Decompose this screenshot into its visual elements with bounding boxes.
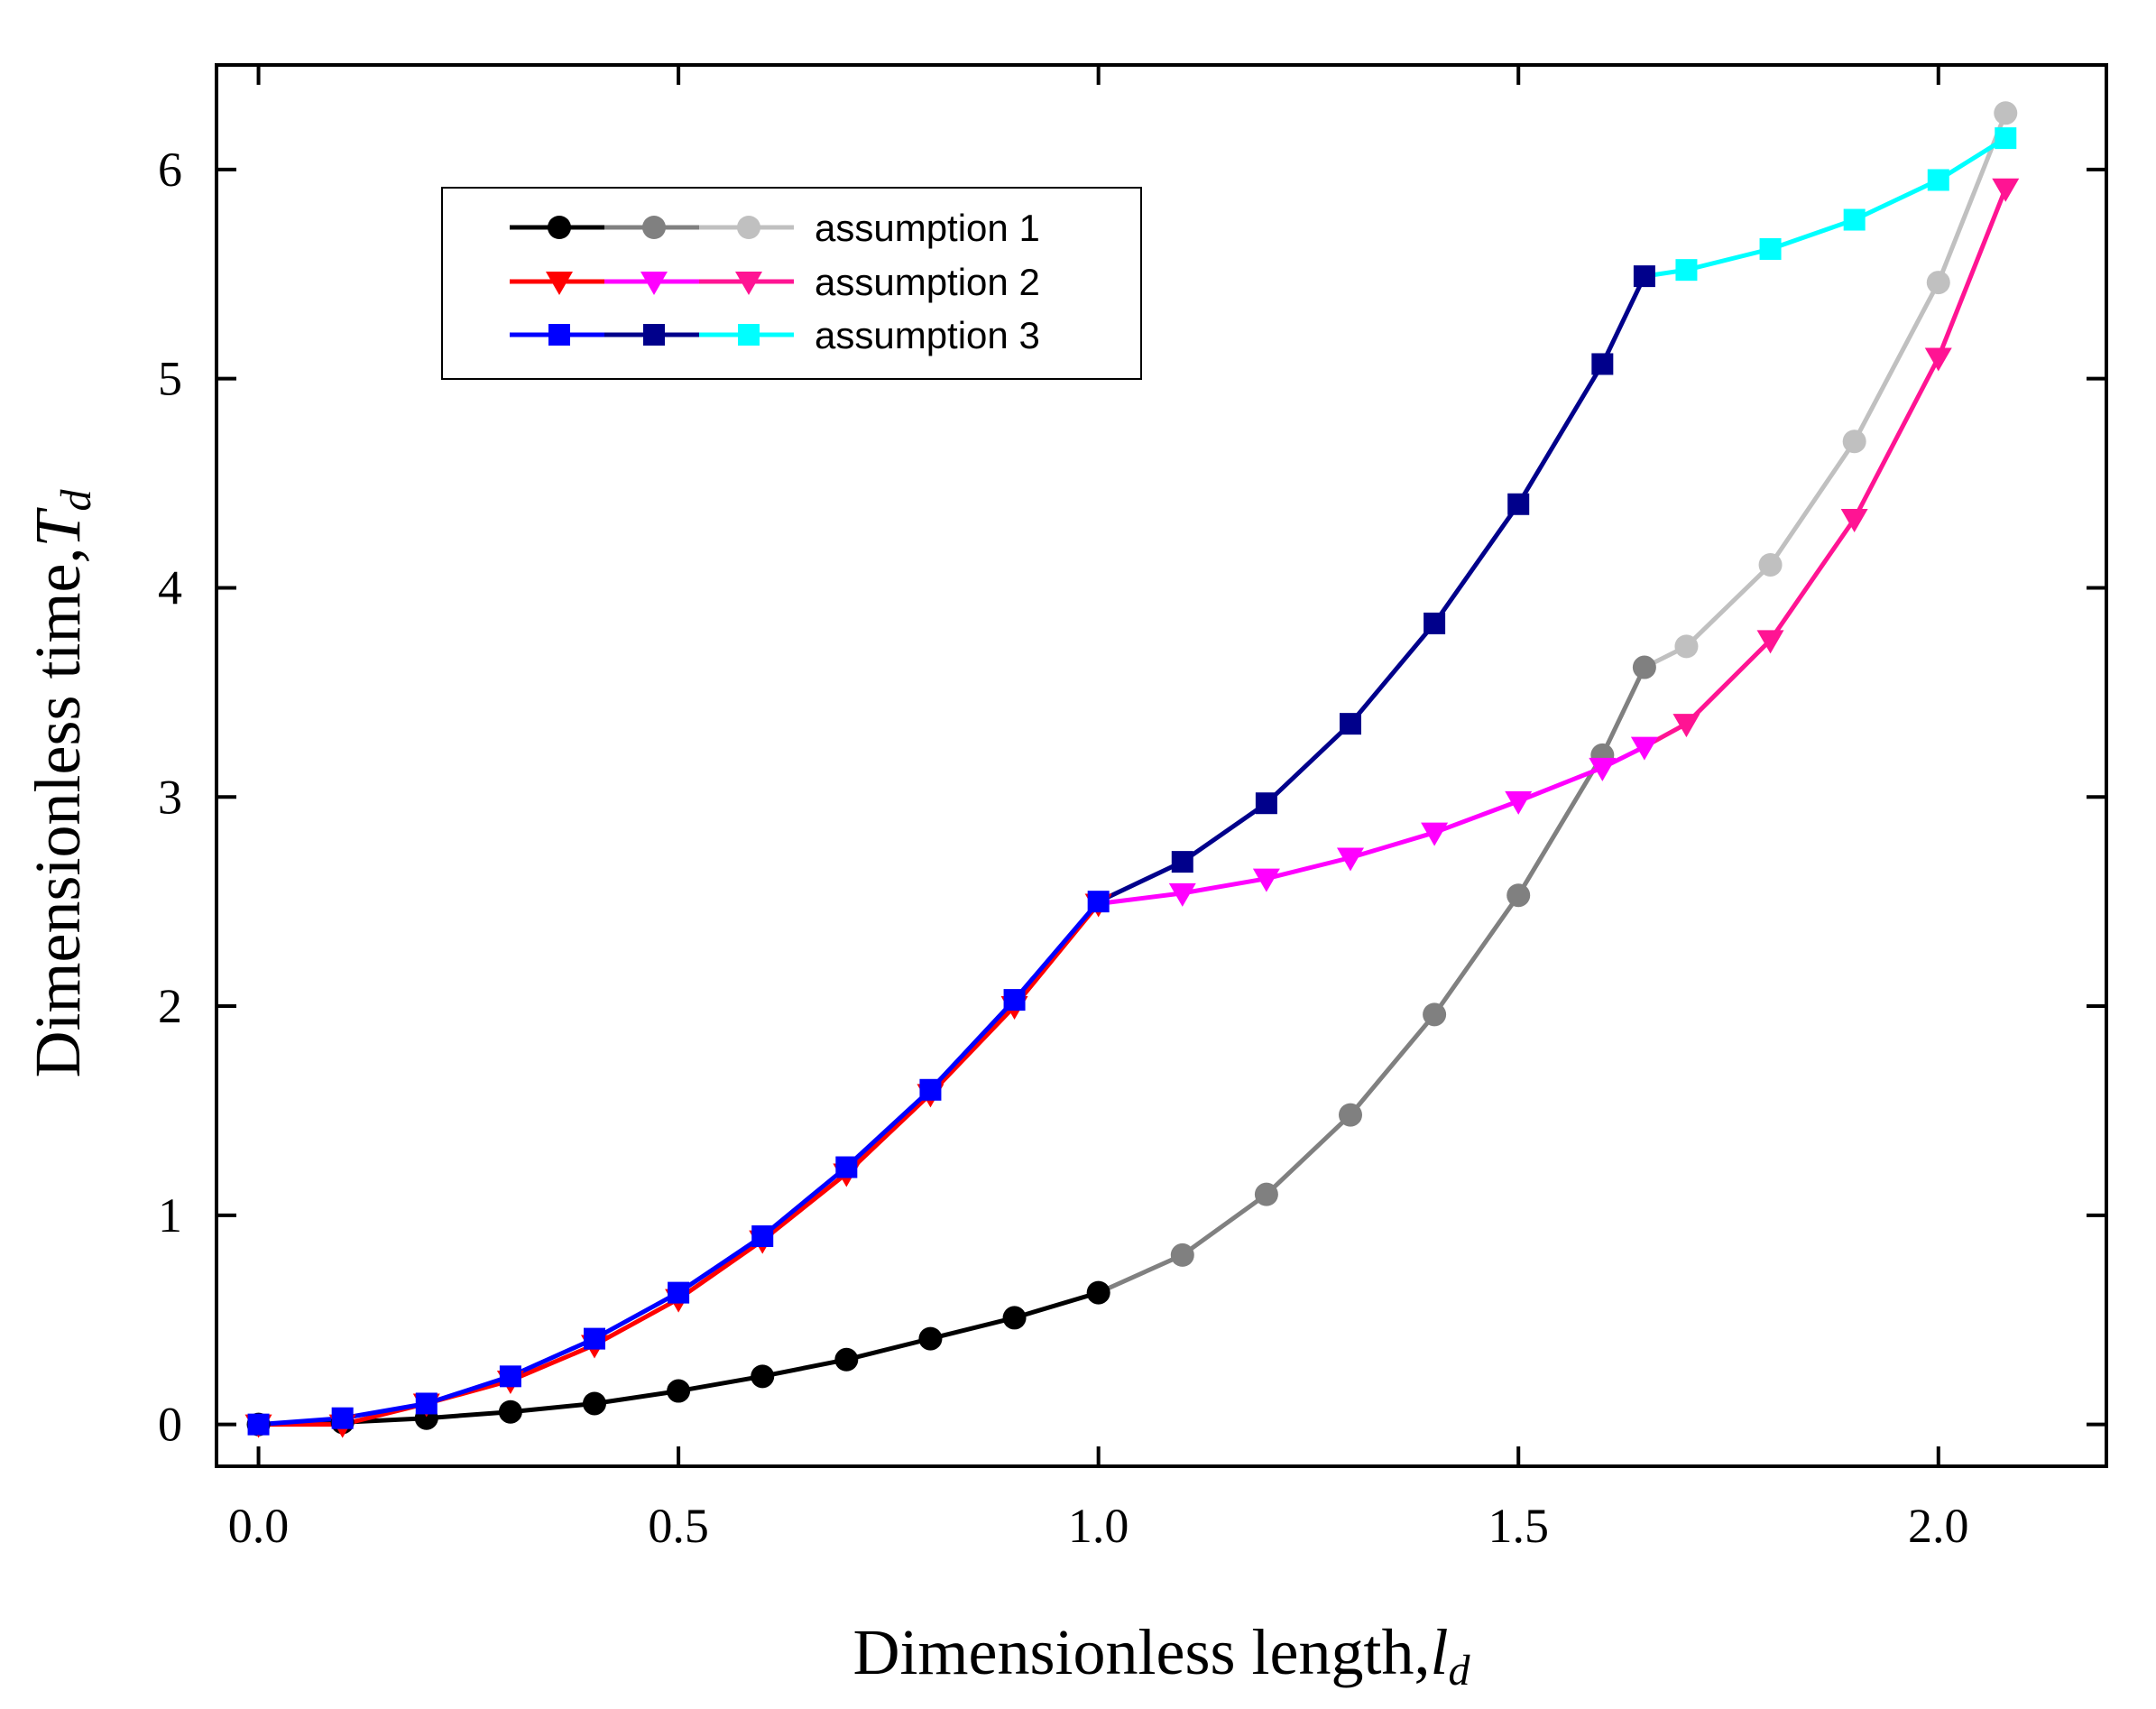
data-point (1002, 1306, 1027, 1330)
data-point (1674, 634, 1699, 659)
legend-marker (546, 272, 573, 295)
legend-marker (737, 216, 760, 239)
y-tick-label: 6 (158, 143, 182, 197)
data-point (1672, 714, 1700, 738)
data-point (918, 1326, 943, 1351)
y-tick-label: 5 (158, 352, 182, 406)
data-point (1992, 178, 2020, 202)
data-point (1421, 822, 1449, 846)
series-line (1097, 275, 1647, 904)
y-tick-label: 2 (158, 979, 182, 1033)
data-point (1337, 847, 1364, 872)
legend-marker (640, 272, 668, 295)
series-line (1643, 187, 2008, 749)
data-point (1842, 430, 1866, 454)
data-point (1759, 237, 1782, 260)
data-point (1252, 868, 1280, 892)
data-point (1927, 169, 1949, 191)
data-point (1756, 630, 1784, 654)
legend-marker (738, 324, 760, 346)
y-tick-label: 0 (158, 1398, 182, 1452)
data-point (1630, 736, 1658, 761)
y-axis-title-variable: T (22, 507, 94, 548)
data-point (1506, 883, 1531, 908)
legend-label: assumption 1 (815, 207, 1040, 249)
data-point (1589, 757, 1617, 781)
x-tick-label: 1.0 (1068, 1499, 1129, 1553)
data-point (331, 1407, 354, 1429)
data-point (1168, 882, 1196, 907)
legend-marker (735, 272, 762, 295)
data-point (1924, 347, 1952, 372)
legend-label: assumption 2 (815, 261, 1040, 303)
plot-markers (244, 101, 2020, 1438)
data-point (1843, 208, 1866, 231)
data-point (498, 1400, 522, 1424)
data-point (1995, 127, 2017, 150)
y-axis-title-text: Dimensionless time, (22, 548, 94, 1078)
data-point (668, 1281, 690, 1304)
data-point (1633, 265, 1655, 288)
legend: assumption 1 assumption 2 assumption 3 (441, 187, 1142, 380)
data-point (1171, 851, 1193, 873)
axis-ticks: 0.0 0.5 1.0 1.5 2.0 0 1 2 3 4 5 6 (158, 65, 2106, 1553)
data-point (1994, 101, 2018, 125)
data-point (1840, 508, 1868, 532)
x-axis-title-variable: l (1430, 1616, 1448, 1688)
data-point (1675, 259, 1698, 282)
y-tick-label: 3 (158, 770, 182, 824)
data-point (751, 1225, 774, 1248)
data-point (1507, 493, 1530, 515)
y-tick-label: 4 (158, 560, 182, 614)
data-point (415, 1392, 438, 1415)
data-point (1424, 612, 1446, 634)
y-axis-title-subscript: d (52, 489, 100, 512)
x-tick-label: 2.0 (1908, 1499, 1969, 1553)
data-point (1003, 989, 1026, 1012)
data-point (247, 1413, 270, 1436)
x-axis-title: Dimensionless length,ld (853, 1616, 1471, 1695)
data-point (919, 1078, 942, 1101)
data-point (1087, 891, 1110, 913)
x-tick-label: 0.5 (648, 1499, 709, 1553)
x-axis-title-text: Dimensionless length, (853, 1616, 1431, 1688)
x-axis-title-subscript: d (1448, 1647, 1470, 1695)
plot-frame (215, 63, 2108, 1468)
data-point (583, 1391, 606, 1416)
data-point (1423, 1002, 1447, 1027)
legend-marker (643, 324, 665, 346)
legend-marker (548, 324, 570, 346)
data-point (1505, 790, 1533, 815)
data-point (1340, 713, 1361, 735)
data-point (667, 1379, 691, 1403)
data-point (1254, 1182, 1278, 1206)
data-point (584, 1327, 605, 1350)
data-point (835, 1156, 858, 1178)
data-point (834, 1347, 859, 1372)
data-point (1170, 1242, 1194, 1267)
data-point (1591, 353, 1614, 375)
x-tick-label: 1.5 (1488, 1499, 1549, 1553)
data-point (499, 1365, 521, 1388)
y-tick-label: 1 (158, 1188, 182, 1242)
series-line (1098, 744, 1646, 906)
data-point (1758, 552, 1783, 577)
legend-marker (642, 216, 666, 239)
data-point (1632, 655, 1656, 679)
legend-marker (548, 216, 571, 239)
y-axis-title: Dimensionless time,Td (22, 489, 100, 1078)
data-point (1339, 1103, 1362, 1127)
legend-label: assumption 3 (815, 314, 1040, 356)
data-point (1926, 271, 1950, 295)
data-point (1086, 1280, 1110, 1305)
x-tick-label: 0.0 (228, 1499, 290, 1553)
data-point (1255, 792, 1277, 815)
series-line (1097, 666, 1647, 1295)
data-point (751, 1364, 775, 1389)
